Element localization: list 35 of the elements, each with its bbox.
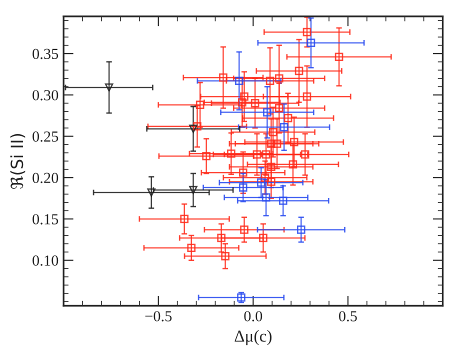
point <box>280 123 288 132</box>
y-tick-label: 0.20 <box>32 172 58 184</box>
y-axis-title: ℜ(Si II) <box>10 134 26 189</box>
y-tick-label: 0.35 <box>32 48 58 60</box>
point <box>272 140 282 148</box>
point <box>306 38 316 48</box>
y-tick-label: 0.30 <box>32 90 58 100</box>
x-tick-label: 0.0 <box>244 311 262 322</box>
point <box>267 178 276 186</box>
y-tick-label: 0.10 <box>32 255 58 266</box>
point <box>187 244 196 252</box>
point <box>256 178 266 187</box>
point <box>302 92 312 101</box>
point <box>180 214 189 224</box>
point <box>284 114 292 122</box>
point <box>221 252 230 260</box>
point <box>296 226 306 234</box>
point <box>227 149 236 158</box>
point <box>104 83 114 92</box>
point <box>302 28 312 36</box>
x-axis-title: Δμ(c) <box>234 330 272 346</box>
point <box>189 124 198 133</box>
y-tick-label: 0.25 <box>32 131 58 142</box>
point <box>240 92 248 101</box>
point <box>250 99 260 108</box>
x-tick-label: 0.5 <box>338 311 357 322</box>
point <box>334 52 344 62</box>
x-tick-label: −0.5 <box>145 311 172 322</box>
point <box>294 66 304 76</box>
point <box>189 186 198 194</box>
point <box>240 226 248 234</box>
point <box>278 196 288 205</box>
point <box>268 128 278 136</box>
point <box>202 152 211 160</box>
y-tick-label: 0.15 <box>32 214 58 224</box>
